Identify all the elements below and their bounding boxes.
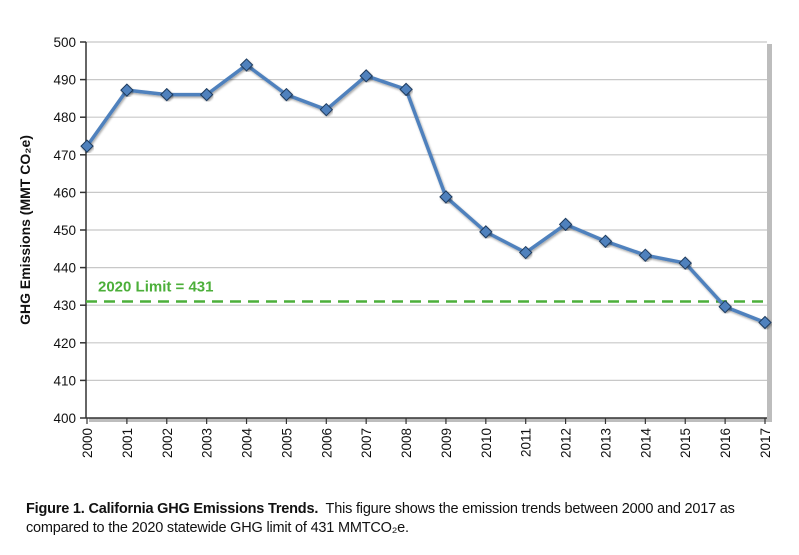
y-tick-label: 410 (53, 373, 76, 388)
x-tick-label: 2007 (359, 428, 374, 458)
data-point-marker (399, 82, 413, 97)
x-tick-label: 2003 (200, 428, 215, 458)
y-tick-label: 450 (53, 223, 76, 238)
figure-caption: Figure 1. California GHG Emissions Trend… (26, 500, 796, 538)
data-point-marker (120, 83, 134, 97)
x-tick-label: 2016 (718, 428, 733, 458)
x-tick-label: 2008 (399, 428, 414, 458)
data-point-marker (319, 102, 334, 117)
data-point-marker (718, 299, 732, 314)
x-tick-label: 2017 (758, 428, 773, 458)
y-tick-label: 400 (53, 411, 76, 426)
x-tick-label: 2002 (160, 428, 175, 458)
data-point-marker (359, 69, 373, 83)
y-tick-label: 500 (53, 35, 76, 50)
x-tick-label: 2011 (519, 428, 534, 457)
data-point-marker (678, 256, 692, 270)
x-tick-label: 2013 (598, 428, 613, 458)
caption-title: Figure 1. California GHG Emissions Trend… (26, 501, 319, 517)
reference-line-label: 2020 Limit = 431 (98, 278, 214, 295)
data-point-marker (160, 87, 174, 102)
data-point-marker (439, 190, 453, 204)
x-tick-label: 2009 (439, 428, 454, 458)
x-tick-label: 2004 (240, 428, 255, 459)
y-tick-label: 490 (53, 73, 76, 88)
x-tick-label: 2012 (559, 428, 574, 458)
y-axis-title: GHG Emissions (MMT CO₂e) (17, 135, 33, 325)
data-point-marker (638, 248, 653, 262)
emissions-line-chart: 400 410 420 430 440 450 460 470 480 490 500 2000 20… (17, 35, 773, 459)
data-point-marker (199, 87, 214, 102)
x-tick-label: 2000 (80, 428, 95, 458)
x-tick-label: 2014 (638, 428, 653, 459)
y-tick-label: 420 (53, 336, 76, 351)
caption-text: This figure shows the emission trends be… (26, 501, 739, 536)
data-point-marker (558, 217, 573, 232)
y-tick-label: 430 (53, 298, 76, 313)
x-tick-label: 2006 (319, 428, 334, 458)
y-tick-label: 470 (53, 148, 76, 163)
x-tick-label: 2015 (678, 428, 693, 458)
y-tick-label: 460 (53, 185, 76, 200)
data-point-marker (758, 315, 772, 330)
data-point-marker (279, 87, 294, 102)
data-point-marker (598, 234, 613, 248)
x-tick-label: 2005 (279, 428, 294, 458)
y-tick-label: 480 (53, 110, 76, 125)
y-tick-label: 440 (53, 261, 76, 276)
data-point-marker (80, 139, 94, 153)
x-tick-label: 2001 (120, 428, 135, 458)
data-point-marker (239, 58, 254, 72)
data-point-marker (518, 245, 533, 260)
data-point-marker (479, 225, 493, 239)
x-tick-label: 2010 (479, 428, 494, 458)
